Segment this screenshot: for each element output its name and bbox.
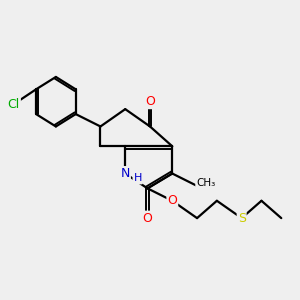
Text: O: O (142, 212, 152, 225)
Text: Cl: Cl (8, 98, 20, 111)
Text: S: S (238, 212, 246, 225)
Text: O: O (145, 95, 155, 108)
Text: CH₃: CH₃ (196, 178, 215, 188)
Text: H: H (134, 173, 142, 184)
Text: O: O (167, 194, 177, 207)
Text: N: N (121, 167, 130, 180)
